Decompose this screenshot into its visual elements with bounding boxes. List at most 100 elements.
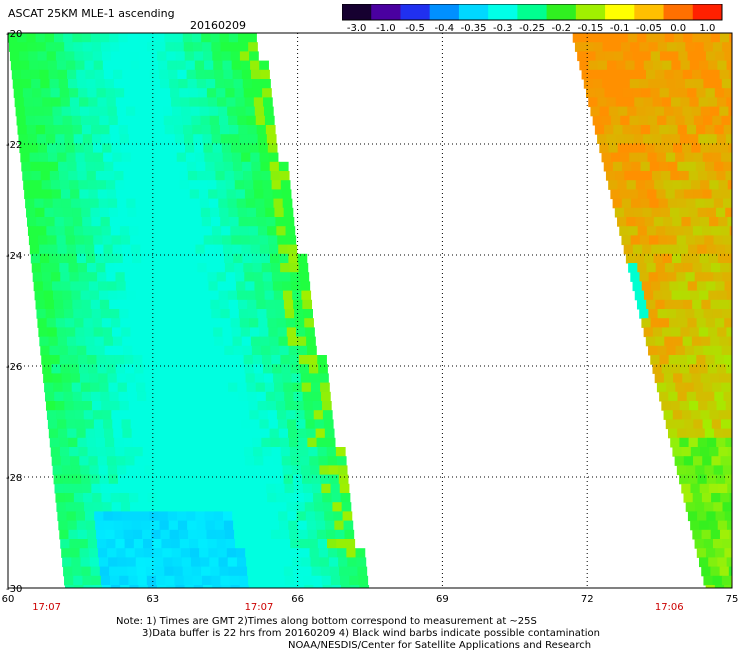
swath-cell (632, 244, 643, 255)
swath-cell (726, 60, 732, 71)
swath-cell (713, 428, 724, 439)
swath-cell (289, 263, 300, 273)
swath-cell (106, 456, 117, 466)
swath-cell (108, 474, 119, 485)
swath-cell (671, 327, 681, 338)
swath-cell (59, 171, 69, 181)
swath-cell (723, 125, 732, 135)
swath-cell (717, 253, 728, 264)
swath-cell (711, 493, 721, 503)
swath-cell (321, 483, 332, 494)
swath-cell (725, 401, 732, 411)
swath-cell (721, 345, 732, 356)
swath-cell (8, 42, 19, 52)
swath-cell (246, 207, 257, 218)
swath-cell (348, 566, 358, 577)
swath-cell (728, 106, 732, 117)
swath-cell (609, 69, 619, 80)
swath-cell (67, 520, 78, 531)
swath-cell (240, 235, 251, 246)
swath-cell (119, 134, 130, 144)
swath-cell (56, 60, 67, 71)
swath-cell (656, 152, 667, 163)
swath-cell (127, 207, 137, 218)
colorbar-tick-label: 1.0 (699, 23, 715, 34)
swath-cell (167, 511, 178, 522)
swath-cell (312, 401, 323, 411)
swath-cell (699, 557, 709, 568)
swath-cell (672, 143, 683, 154)
lat-tick-label: -20 (6, 29, 22, 40)
swath-cell (190, 465, 201, 476)
swath-cell (249, 410, 260, 420)
swath-cell (677, 355, 688, 365)
swath-cell (625, 60, 636, 71)
swath-cell (220, 309, 231, 319)
swath-cell (230, 226, 241, 236)
swath-cell (150, 520, 161, 531)
swath-cell (338, 557, 348, 568)
swath-cell (203, 327, 214, 338)
swath-cell (243, 263, 254, 273)
swath-cell (253, 539, 264, 549)
swath-cell (584, 42, 594, 52)
swath-cell (150, 161, 160, 172)
swath-cell (24, 106, 35, 117)
swath-cell (113, 428, 123, 439)
swath-cell (123, 345, 133, 356)
swath-cell (236, 281, 246, 292)
swath-cell (629, 152, 639, 163)
swath-cell (241, 511, 252, 522)
swath-cell (594, 125, 605, 135)
swath-cell (39, 69, 50, 80)
swath-cell (122, 161, 133, 172)
swath-cell (294, 493, 305, 503)
swath-cell (196, 161, 206, 172)
swath-cell (248, 226, 259, 236)
swath-cell (157, 327, 168, 338)
swath-cell (193, 318, 204, 328)
swath-cell (191, 382, 201, 393)
swath-cell (723, 391, 732, 402)
time-label: 17:07 (32, 602, 61, 613)
swath-cell (50, 88, 61, 98)
swath-cell (59, 529, 69, 540)
swath-cell (665, 419, 676, 430)
swath-cell (210, 391, 221, 402)
swath-cell (300, 281, 311, 292)
swath-cell (274, 566, 285, 577)
swath-cell (92, 585, 103, 588)
swath-cell (76, 428, 87, 439)
swath-cell (93, 235, 103, 246)
swath-cell (713, 272, 723, 282)
time-label: 17:07 (245, 602, 274, 613)
swath-cell (207, 97, 218, 108)
swath-cell (718, 447, 729, 457)
swath-cell (318, 456, 329, 466)
swath-cell (670, 207, 680, 218)
swath-cell (120, 410, 131, 420)
swath-cell (112, 152, 123, 163)
swath-cell (261, 171, 272, 181)
swath-cell (234, 180, 245, 190)
swath-cell (202, 309, 212, 319)
swath-cell (250, 419, 260, 430)
swath-cell (167, 152, 178, 163)
swath-cell (289, 355, 300, 365)
swath-cell (184, 585, 195, 588)
swath-cell (726, 327, 732, 338)
colorbar-tick-label: -0.35 (461, 23, 487, 34)
swath-cell (171, 456, 181, 466)
swath-cell (128, 309, 139, 319)
swath-cell (44, 207, 55, 218)
swath-cell (694, 345, 704, 356)
swath-cell (164, 207, 174, 218)
swath-cell (682, 373, 692, 384)
swath-cell (656, 226, 666, 236)
swath-cell (98, 281, 108, 292)
swath-cell (280, 180, 291, 190)
swath-cell (701, 493, 712, 503)
swath-cell (50, 447, 61, 457)
swath-cell (85, 520, 96, 531)
swath-cell (97, 189, 108, 200)
